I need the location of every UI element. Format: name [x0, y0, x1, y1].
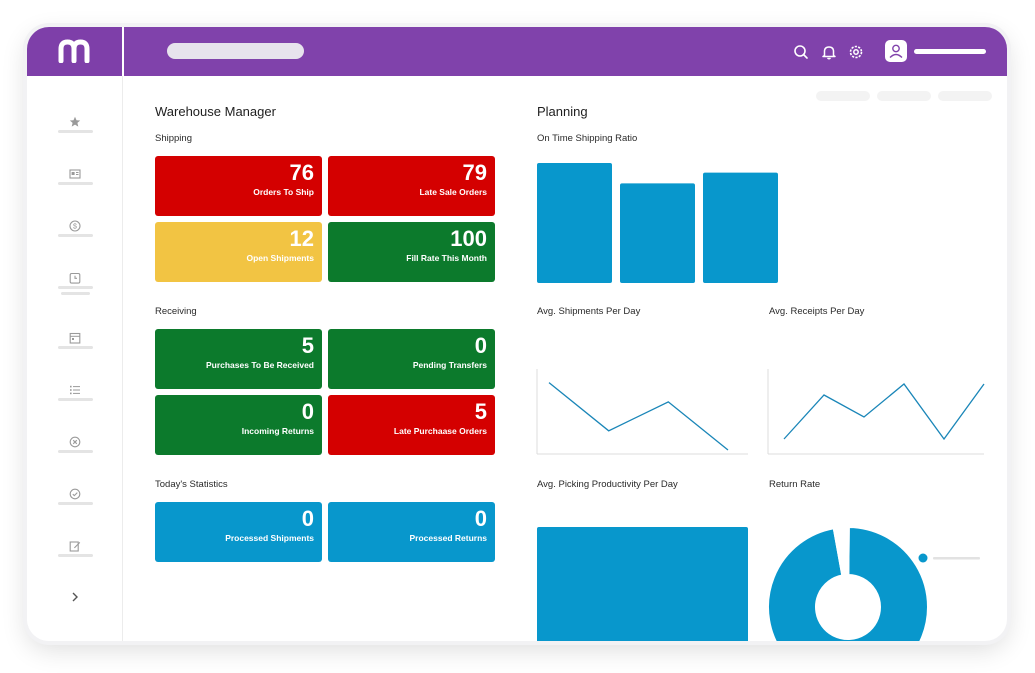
slice-1[interactable]	[832, 526, 850, 577]
sidebar-item-sales[interactable]: $	[58, 220, 93, 250]
logo[interactable]	[27, 27, 124, 76]
tile-incoming-returns[interactable]: 0 Incoming Returns	[155, 395, 322, 455]
cancel-circle-icon	[69, 436, 81, 448]
tile-value: 12	[289, 226, 314, 251]
sidebar-item-calendar[interactable]	[58, 332, 93, 362]
return-rate-label: Return Rate	[769, 479, 821, 490]
tile-value: 5	[301, 333, 314, 358]
tile-late-sale-orders[interactable]: 79 Late Sale Orders	[328, 156, 495, 216]
sidebar-item-notes[interactable]	[58, 540, 93, 570]
on-time-shipping-chart[interactable]	[537, 162, 782, 284]
placeholder-action-1[interactable]	[816, 91, 870, 101]
tile-label: Processed Returns	[409, 533, 487, 543]
tile-value: 79	[462, 160, 487, 185]
svg-text:$: $	[73, 224, 77, 231]
sidebar: $	[27, 76, 123, 641]
tile-open-shipments[interactable]: 12 Open Shipments	[155, 222, 322, 282]
user-name[interactable]	[914, 49, 986, 54]
tile-value: 0	[301, 399, 314, 424]
tile-late-purchase-orders[interactable]: 5 Late Purchaase Orders	[328, 395, 495, 455]
bar-3[interactable]	[703, 172, 778, 283]
top-bar-main	[124, 27, 1007, 76]
id-card-icon	[69, 169, 81, 179]
app-window: $ Warehouse Manag	[27, 27, 1007, 641]
series-line[interactable]	[548, 382, 729, 451]
tile-pending-transfers[interactable]: 0 Pending Transfers	[328, 329, 495, 389]
legend-marker	[918, 553, 928, 563]
sidebar-item-lists[interactable]	[58, 384, 93, 414]
return-rate-chart[interactable]	[767, 522, 985, 641]
top-bar	[27, 27, 1007, 76]
alarm-clock-icon	[69, 272, 81, 284]
dollar-icon: $	[69, 220, 81, 232]
logo-m-icon	[58, 39, 90, 63]
tile-processed-returns[interactable]: 0 Processed Returns	[328, 502, 495, 562]
sidebar-item-time[interactable]	[58, 272, 93, 302]
sidebar-item-contacts[interactable]	[58, 168, 93, 198]
sidebar-item-favorites[interactable]	[58, 116, 93, 146]
avg-picking-label: Avg. Picking Productivity Per Day	[537, 479, 678, 490]
tile-label: Late Sale Orders	[419, 187, 487, 197]
tile-fill-rate[interactable]: 100 Fill Rate This Month	[328, 222, 495, 282]
placeholder-action-2[interactable]	[877, 91, 931, 101]
avg-picking-chart[interactable]	[537, 527, 749, 641]
tile-processed-shipments[interactable]: 0 Processed Shipments	[155, 502, 322, 562]
user-icon	[889, 44, 903, 59]
tile-value: 5	[474, 399, 487, 424]
legend-label-placeholder	[933, 557, 980, 560]
search-icon[interactable]	[792, 43, 810, 61]
avg-shipments-chart[interactable]	[536, 369, 749, 455]
tile-value: 0	[474, 333, 487, 358]
tile-label: Pending Transfers	[412, 360, 487, 370]
avatar[interactable]	[885, 40, 907, 62]
tile-value: 76	[289, 160, 314, 185]
receiving-label: Receiving	[155, 306, 197, 317]
tile-purchases-to-receive[interactable]: 5 Purchases To Be Received	[155, 329, 322, 389]
tile-label: Fill Rate This Month	[406, 253, 487, 263]
series-line[interactable]	[783, 383, 985, 441]
on-time-shipping-label: On Time Shipping Ratio	[537, 133, 638, 144]
tile-label: Purchases To Be Received	[205, 360, 314, 370]
planning-title: Planning	[537, 104, 588, 119]
search-bar[interactable]	[167, 43, 304, 59]
bell-icon[interactable]	[820, 43, 838, 61]
tile-label: Orders To Ship	[253, 187, 314, 197]
list-icon	[70, 385, 80, 395]
tile-value: 0	[301, 506, 314, 531]
placeholder-action-3[interactable]	[938, 91, 992, 101]
star-icon	[69, 116, 81, 127]
bar-2[interactable]	[620, 183, 695, 283]
sidebar-item-approvals[interactable]	[58, 488, 93, 518]
avg-receipts-label: Avg. Receipts Per Day	[769, 306, 865, 317]
calendar-icon	[69, 332, 81, 344]
gear-icon[interactable]	[847, 43, 865, 61]
shipping-label: Shipping	[155, 133, 192, 144]
slice-0[interactable]	[767, 525, 929, 641]
tile-label: Late Purchaase Orders	[393, 426, 487, 436]
tile-label: Open Shipments	[246, 253, 314, 263]
edit-icon	[69, 541, 81, 552]
tile-orders-to-ship[interactable]: 76 Orders To Ship	[155, 156, 322, 216]
bar-1[interactable]	[537, 163, 612, 283]
bar-picking[interactable]	[537, 527, 748, 641]
avg-shipments-label: Avg. Shipments Per Day	[537, 306, 641, 317]
tile-value: 0	[474, 506, 487, 531]
avg-receipts-chart[interactable]	[767, 369, 985, 455]
tile-value: 100	[450, 226, 487, 251]
check-circle-icon	[69, 488, 81, 500]
tile-label: Incoming Returns	[241, 426, 314, 436]
warehouse-title: Warehouse Manager	[155, 104, 276, 119]
tile-label: Processed Shipments	[225, 533, 314, 543]
chevron-right-icon[interactable]	[70, 591, 80, 603]
sidebar-item-cancellations[interactable]	[58, 436, 93, 466]
todays-statistics-label: Today's Statistics	[155, 479, 228, 490]
